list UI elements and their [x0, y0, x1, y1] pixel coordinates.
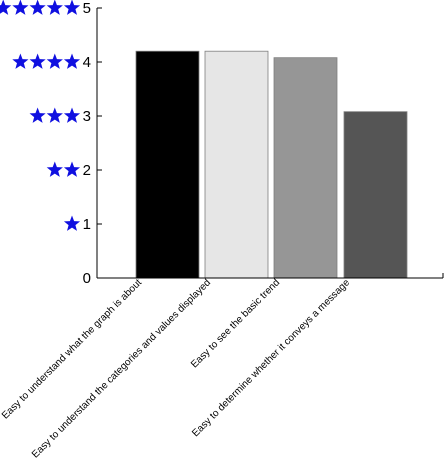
star-icon [63, 215, 81, 231]
y-axis: 0 1 2 3 4 5 [83, 0, 102, 287]
x-axis [97, 273, 444, 279]
category-labels: Easy to understand what the graph is abo… [0, 277, 352, 460]
star-icon [29, 107, 46, 123]
star-icon [63, 53, 81, 69]
star-icon [46, 107, 63, 123]
y-axis-star-ratings [0, 0, 81, 231]
y-tick-label: 3 [83, 108, 91, 125]
bar [135, 50, 200, 279]
star-icon [29, 0, 46, 15]
y-tick-label: 4 [83, 54, 91, 71]
x-tick-label: Easy to determine whether it conveys a m… [190, 277, 352, 439]
y-tick-label: 2 [83, 162, 91, 179]
star-icon [63, 161, 81, 177]
y-tick-label: 1 [83, 216, 91, 233]
star-icon [63, 107, 81, 123]
bar [273, 57, 338, 279]
star-icon [46, 53, 63, 69]
y-tick-label: 0 [83, 270, 91, 287]
star-icon [12, 0, 29, 15]
x-tick-label: Easy to understand what the graph is abo… [0, 277, 144, 421]
bars [135, 50, 408, 279]
star-icon [63, 0, 81, 15]
y-tick-label: 5 [83, 0, 91, 17]
star-icon [46, 0, 63, 15]
star-icon [46, 161, 63, 177]
bar [343, 111, 408, 279]
bar [204, 50, 269, 279]
star-icon [0, 0, 12, 15]
star-icon [29, 53, 46, 69]
star-icon [12, 53, 29, 69]
